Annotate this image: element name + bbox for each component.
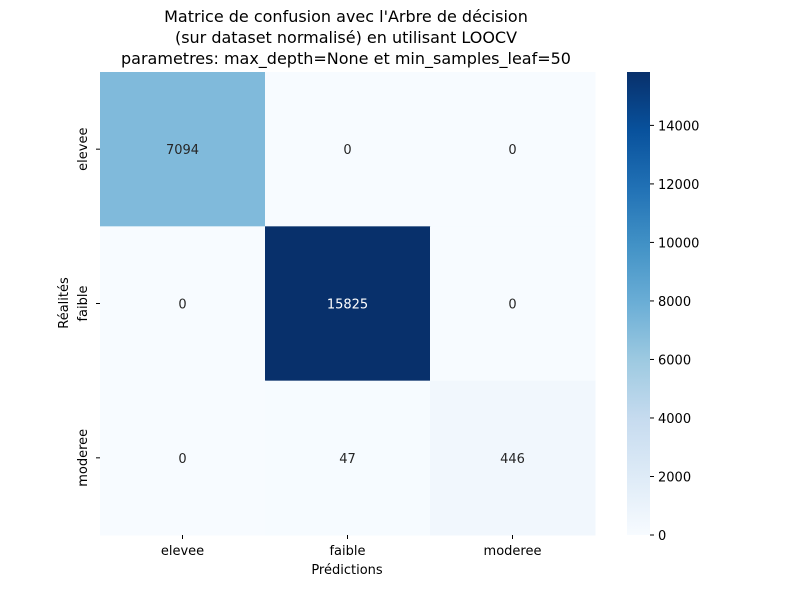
heatmap-cells	[100, 72, 596, 536]
colorbar-tick-label-14000: 14000	[658, 119, 699, 134]
chart-title-line-2: (sur dataset normalisé) en utilisant LOO…	[175, 28, 517, 47]
chart-title-line-1: Matrice de confusion avec l'Arbre de déc…	[164, 7, 528, 26]
colorbar	[627, 72, 650, 535]
colorbar-tick-label-8000: 8000	[658, 295, 691, 310]
x-tick-label-moderee: moderee	[484, 544, 542, 559]
cell-label-moderee-elevee: 0	[178, 452, 186, 467]
x-tick-label-faible: faible	[329, 544, 365, 559]
heatmap-cell-moderee-elevee	[100, 380, 266, 536]
colorbar-tick-label-0: 0	[658, 529, 666, 544]
y-tick-label-faible: faible	[76, 285, 91, 321]
cell-label-faible-elevee: 0	[178, 298, 186, 313]
heatmap-cell-elevee-faible	[265, 72, 431, 227]
x-tick-label-elevee: elevee	[161, 544, 204, 559]
cell-label-moderee-faible: 47	[339, 452, 356, 467]
y-axis-ticks: elevee faible moderee	[76, 128, 100, 487]
colorbar-tick-label-2000: 2000	[658, 470, 691, 485]
y-axis-label: Réalités	[57, 277, 72, 329]
cell-label-faible-faible: 15825	[327, 298, 368, 313]
heatmap-cell-faible-faible	[265, 226, 431, 382]
heatmap-cell-moderee-moderee	[430, 380, 596, 536]
heatmap-cell-elevee-elevee	[100, 72, 266, 227]
colorbar-tick-label-6000: 6000	[658, 353, 691, 368]
y-tick-label-elevee: elevee	[76, 128, 91, 171]
colorbar-ticks: 0 2000 4000 6000 8000 10000 12000 14000	[650, 119, 699, 544]
cell-label-faible-moderee: 0	[508, 298, 516, 313]
chart-title-line-3: parametres: max_depth=None et min_sample…	[121, 49, 571, 69]
heatmap-cell-moderee-faible	[265, 380, 431, 536]
colorbar-tick-label-12000: 12000	[658, 178, 699, 193]
y-tick-label-moderee: moderee	[76, 429, 91, 487]
chart-title: Matrice de confusion avec l'Arbre de déc…	[121, 7, 571, 69]
cell-label-elevee-elevee: 7094	[166, 143, 199, 158]
x-axis-label: Prédictions	[311, 563, 383, 578]
heatmap-cell-labels: 7094 0 0 0 15825 0 0 47 446	[166, 143, 525, 467]
heatmap-cell-elevee-moderee	[430, 72, 596, 227]
cell-label-elevee-faible: 0	[343, 143, 351, 158]
colorbar-tick-label-10000: 10000	[658, 236, 699, 251]
colorbar-tick-label-4000: 4000	[658, 412, 691, 427]
cell-label-elevee-moderee: 0	[508, 143, 516, 158]
heatmap-cell-faible-moderee	[430, 226, 596, 382]
x-axis-ticks: elevee faible moderee	[161, 535, 542, 559]
cell-label-moderee-moderee: 446	[500, 452, 525, 467]
heatmap-cell-faible-elevee	[100, 226, 266, 382]
